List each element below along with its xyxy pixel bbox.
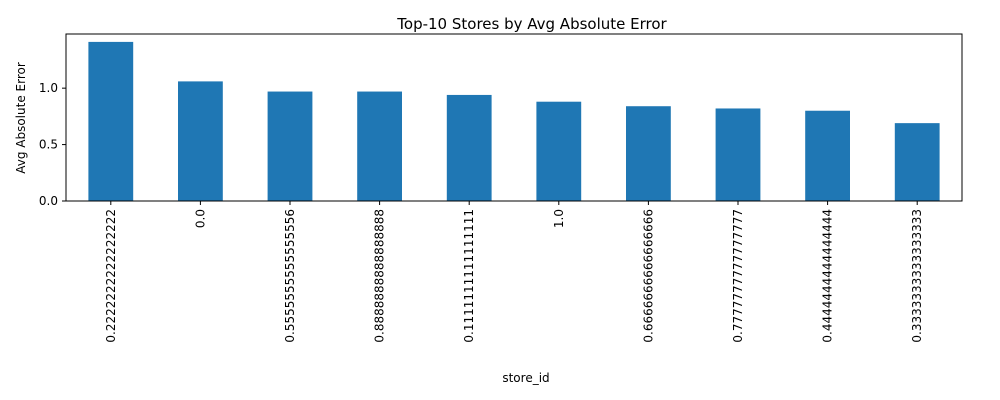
x-tick-label-2: 0.0: [193, 209, 207, 228]
bar-2: [178, 81, 223, 201]
x-axis-ticks: 0.2222222222222222 0.0 0.5555555555555556 0…: [104, 201, 924, 343]
x-tick-label-1: 0.2222222222222222: [104, 209, 118, 343]
x-tick-label-3: 0.5555555555555556: [283, 209, 297, 343]
bar-7: [626, 106, 671, 201]
plot-frame: [65, 33, 963, 202]
y-tick-label-1: 0.0: [39, 194, 58, 208]
x-tick-label-7: 0.6666666666666666: [641, 209, 655, 343]
y-tick-label-2: 0.5: [39, 138, 58, 152]
x-tick-label-9: 0.4444444444444444: [821, 209, 835, 343]
chart-title: Top-10 Stores by Avg Absolute Error: [396, 15, 667, 33]
y-axis-label: Avg Absolute Error: [14, 62, 28, 174]
bar-10: [894, 123, 940, 201]
y-axis-ticks: 0.0 0.5 1.0: [39, 81, 66, 208]
bar-5: [446, 94, 492, 201]
y-tick-label-3: 1.0: [39, 81, 58, 95]
bar-1: [88, 41, 134, 201]
x-axis-label: store_id: [502, 371, 549, 385]
bar-8: [715, 108, 761, 201]
x-tick-label-5: 0.1111111111111111: [462, 209, 476, 343]
bars-group: [88, 41, 940, 201]
bar-3: [267, 91, 313, 201]
bar-9: [805, 110, 850, 201]
x-tick-label-8: 0.7777777777777777: [731, 209, 745, 343]
bar-6: [536, 101, 582, 201]
bar-4: [357, 91, 402, 201]
x-tick-label-6: 1.0: [552, 209, 566, 228]
x-tick-label-10: 0.3333333333333333: [910, 209, 924, 343]
x-tick-label-4: 0.8888888888888888: [373, 209, 387, 343]
